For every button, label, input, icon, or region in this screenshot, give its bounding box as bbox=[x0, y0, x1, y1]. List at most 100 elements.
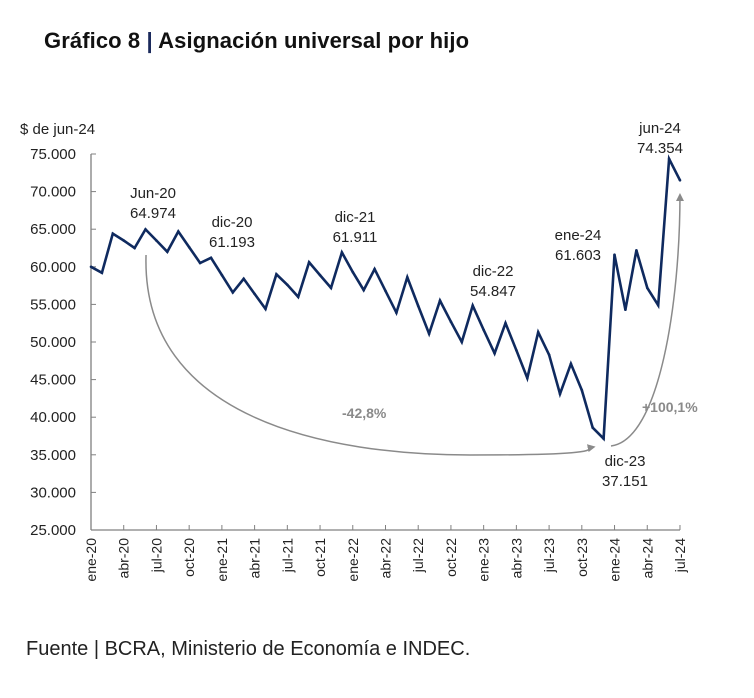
annotation-value: 64.974 bbox=[130, 205, 176, 222]
data-point bbox=[449, 320, 453, 324]
annotation-label: dic-20 bbox=[212, 214, 253, 231]
annotation-value: 37.151 bbox=[602, 473, 648, 490]
x-tick-label: ene-21 bbox=[214, 538, 230, 582]
y-tick-label: 50.000 bbox=[30, 334, 76, 351]
data-point bbox=[362, 288, 366, 292]
data-point bbox=[187, 245, 191, 249]
annotation-label: dic-21 bbox=[335, 209, 376, 226]
y-tick-label: 55.000 bbox=[30, 296, 76, 313]
data-point bbox=[526, 376, 529, 380]
data-point bbox=[373, 267, 376, 271]
annotation-label: dic-22 bbox=[473, 263, 514, 280]
data-point bbox=[384, 289, 387, 293]
data-point bbox=[602, 437, 605, 440]
data-point bbox=[122, 239, 125, 242]
data-point bbox=[307, 261, 311, 264]
title-prefix: Gráfico 8 bbox=[44, 28, 141, 53]
data-point bbox=[155, 239, 158, 242]
data-point bbox=[416, 304, 420, 308]
x-tick-label: jul-22 bbox=[410, 538, 426, 573]
annotation-label: jun-24 bbox=[638, 120, 681, 137]
chart-title: Gráfico 8 | Asignación universal por hij… bbox=[44, 28, 469, 54]
arrows: -42,8% +100,1% bbox=[145, 193, 698, 456]
data-point bbox=[177, 230, 180, 233]
data-point bbox=[493, 352, 496, 355]
arrow-decline bbox=[145, 254, 596, 456]
data-point bbox=[318, 273, 322, 277]
source-note: Fuente | BCRA, Ministerio de Economía e … bbox=[26, 638, 471, 660]
x-tick-label: abr-22 bbox=[377, 538, 393, 579]
x-tick-label: oct-22 bbox=[443, 538, 459, 577]
data-point bbox=[558, 392, 562, 396]
data-point bbox=[460, 340, 464, 344]
data-point bbox=[166, 250, 169, 254]
x-tick-label: ene-22 bbox=[345, 538, 361, 582]
annotation-value: 61.603 bbox=[555, 247, 601, 264]
x-tick-label: abr-20 bbox=[116, 538, 132, 579]
y-tick-label: 75.000 bbox=[30, 146, 76, 163]
data-point bbox=[209, 256, 213, 260]
annotation-value: 61.911 bbox=[333, 229, 378, 246]
x-tick-label: oct-23 bbox=[574, 538, 590, 577]
data-point bbox=[329, 286, 333, 290]
data-point bbox=[111, 232, 115, 235]
annotation-value: 74.354 bbox=[637, 140, 683, 157]
data-point bbox=[100, 271, 104, 275]
annotation-value: 54.847 bbox=[470, 283, 516, 300]
data-point bbox=[340, 251, 344, 254]
y-tick-label: 40.000 bbox=[30, 409, 76, 426]
data-point bbox=[133, 246, 136, 250]
data-point bbox=[536, 330, 540, 334]
y-tick-label: 35.000 bbox=[30, 447, 76, 464]
data-point bbox=[264, 307, 267, 311]
data-point bbox=[144, 228, 147, 231]
data-point bbox=[678, 179, 682, 182]
line-chart: $ de jun-24 25.000 30.000 35.000 40.000 45.0… bbox=[20, 120, 698, 582]
x-tick-label: abr-24 bbox=[639, 538, 655, 579]
data-point bbox=[220, 273, 224, 277]
data-point bbox=[406, 276, 409, 279]
x-tick-label: jul-20 bbox=[148, 538, 164, 573]
arrow-increase bbox=[610, 193, 684, 447]
y-axis-label: $ de jun-24 bbox=[20, 121, 95, 138]
data-point bbox=[482, 328, 486, 332]
y-tick-label: 30.000 bbox=[30, 484, 76, 501]
x-tick-label: ene-23 bbox=[476, 538, 492, 582]
data-point bbox=[547, 353, 551, 357]
annotations: Jun-20 64.974 dic-20 61.193 dic-21 61.911 dic-… bbox=[130, 120, 683, 490]
y-tick-label: 45.000 bbox=[30, 372, 76, 389]
annotation-value: 61.193 bbox=[209, 234, 255, 251]
x-tick-label: jul-24 bbox=[672, 538, 688, 573]
data-point bbox=[286, 283, 289, 287]
data-point bbox=[667, 157, 671, 161]
series bbox=[89, 154, 682, 442]
data-point bbox=[198, 261, 202, 265]
data-point bbox=[613, 253, 616, 256]
data-point bbox=[656, 303, 660, 307]
x-tick-label: oct-21 bbox=[312, 538, 328, 577]
annotation-label: ene-24 bbox=[555, 227, 602, 244]
x-tick-label: jul-23 bbox=[541, 538, 557, 573]
data-point bbox=[89, 265, 93, 269]
x-tick-label: ene-24 bbox=[607, 538, 623, 582]
data-point bbox=[624, 308, 627, 312]
x-tick-label: abr-23 bbox=[508, 538, 524, 579]
axes: 25.000 30.000 35.000 40.000 45.000 50.000 55.0… bbox=[30, 146, 688, 582]
data-point bbox=[515, 349, 518, 352]
title-main: Asignación universal por hijo bbox=[158, 28, 470, 53]
x-tick-label: ene-20 bbox=[83, 538, 99, 582]
y-tick-label: 70.000 bbox=[30, 184, 76, 201]
arrow-increase-label: +100,1% bbox=[642, 399, 698, 415]
data-point bbox=[427, 332, 431, 336]
annotation-label: dic-23 bbox=[605, 453, 646, 470]
y-tick-label: 25.000 bbox=[30, 522, 76, 539]
data-point bbox=[275, 273, 278, 276]
data-point bbox=[646, 286, 649, 290]
data-point bbox=[504, 321, 507, 325]
x-tick-label: jul-21 bbox=[279, 538, 295, 573]
arrow-decline-label: -42,8% bbox=[342, 405, 387, 421]
x-tick-label: oct-20 bbox=[181, 538, 197, 577]
data-point bbox=[580, 388, 584, 392]
data-point bbox=[242, 277, 245, 281]
data-point bbox=[351, 270, 355, 274]
